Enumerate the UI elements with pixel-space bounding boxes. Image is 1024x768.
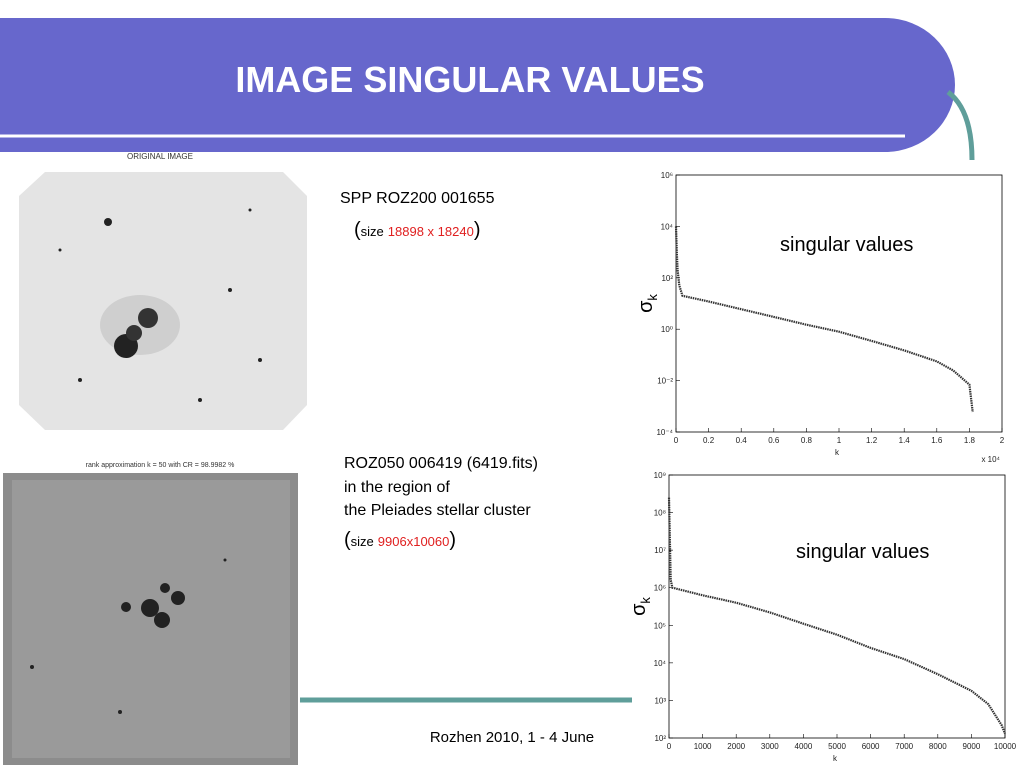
x-tick-label: 1.8 (964, 436, 976, 445)
accent-curve (946, 90, 975, 161)
y-tick-label: 10⁻⁴ (656, 428, 673, 437)
text-block-2: ROZ050 006419 (6419.fits) in the region … (344, 455, 538, 551)
y-tick-label: 10² (661, 274, 673, 283)
x-tick-label: 2 (1000, 436, 1005, 445)
x-tick-label: 9000 (963, 742, 981, 751)
y-tick-label: 10⁴ (661, 222, 674, 231)
x-tick-label: 1.6 (931, 436, 943, 445)
text-line: ROZ050 006419 (6419.fits) (344, 455, 538, 472)
y-axis-symbol: σ (635, 300, 657, 313)
y-tick-label: 10⁴ (654, 659, 667, 668)
x-tick-label: 0.2 (703, 436, 715, 445)
text-line: SPP ROZ200 001655 (340, 190, 495, 207)
x-tick-label: 8000 (929, 742, 947, 751)
bracket: ( (344, 529, 351, 551)
y-tick-label: 10² (654, 734, 666, 743)
y-tick-label: 10⁶ (661, 171, 673, 180)
chart: 0 1000 2000 3000 4000 5000 6000 7000 8000 9000 100… (628, 471, 1017, 763)
y-axis-label: σk (628, 597, 653, 616)
bracket: ( (354, 219, 361, 241)
x-multiplier: x 10⁴ (981, 455, 1000, 464)
size-line: (size 18898 x 18240) (354, 219, 481, 241)
x-tick-label: 7000 (895, 742, 913, 751)
x-tick-label: 0 (667, 742, 672, 751)
x-tick-label: 3000 (761, 742, 779, 751)
x-tick-label: 6000 (862, 742, 880, 751)
x-tick-label: 1.4 (899, 436, 911, 445)
text-block-1: SPP ROZ200 001655 (size 18898 x 18240) (340, 190, 495, 241)
y-tick-label: 10⁰ (661, 325, 673, 334)
x-tick-label: 0 (674, 436, 679, 445)
data-line (674, 226, 974, 413)
image-caption: rank approximation k = 50 with CR = 98.9… (86, 462, 235, 469)
y-axis-label: σk (635, 294, 660, 313)
size-label: size (361, 224, 384, 239)
x-tick-label: 2000 (727, 742, 745, 751)
annotation: singular values (780, 234, 913, 256)
slide-title: IMAGE SINGULAR VALUES (235, 59, 704, 100)
size-value: 18898 x 18240 (388, 224, 474, 239)
text-line: the Pleiades stellar cluster (344, 502, 531, 519)
annotation: singular values (796, 541, 929, 563)
x-tick-label: 1 (837, 436, 842, 445)
y-axis-symbol: σ (628, 603, 650, 616)
x-tick-label: 1000 (694, 742, 712, 751)
plot-area (668, 474, 1006, 739)
data-line (667, 497, 1007, 735)
y-axis-subscript: k (645, 294, 660, 301)
y-tick-label: 10⁹ (654, 471, 666, 480)
size-label: size (351, 534, 374, 549)
x-tick-label: 0.8 (801, 436, 813, 445)
x-tick-label: 5000 (828, 742, 846, 751)
footer: Rozhen 2010, 1 - 4 June (430, 729, 594, 746)
image-1: ORIGINAL IMAGE (18, 152, 308, 472)
header-banner (0, 18, 955, 152)
image-2: rank approximation k = 50 with CR = 98.9… (3, 462, 298, 765)
x-axis-label: k (833, 754, 838, 763)
y-tick-label: 10³ (654, 696, 666, 705)
bracket: ) (449, 529, 456, 551)
x-tick-label: 4000 (795, 742, 813, 751)
x-tick-label: 0.6 (768, 436, 780, 445)
chart: 0 0.2 0.4 0.6 0.8 1 1.2 1.4 1.6 1.8 2 10⁻⁴ 10⁻² 10⁰ 10… (635, 171, 1005, 464)
x-axis-label: k (835, 448, 840, 457)
y-tick-label: 10⁻² (657, 377, 673, 386)
y-tick-label: 10⁶ (654, 584, 666, 593)
y-tick-label: 10⁸ (654, 509, 666, 518)
image-caption: ORIGINAL IMAGE (127, 152, 193, 161)
size-line: (size 9906x10060) (344, 529, 456, 551)
y-axis-subscript: k (638, 597, 653, 604)
plot-area (675, 174, 1003, 433)
bracket: ) (474, 219, 481, 241)
x-tick-label: 10000 (994, 742, 1017, 751)
size-value: 9906x10060 (378, 534, 450, 549)
y-tick-label: 10⁵ (654, 621, 666, 630)
x-tick-label: 0.4 (736, 436, 748, 445)
x-tick-label: 1.2 (866, 436, 878, 445)
text-line: in the region of (344, 479, 450, 496)
y-tick-label: 10⁷ (654, 546, 666, 555)
